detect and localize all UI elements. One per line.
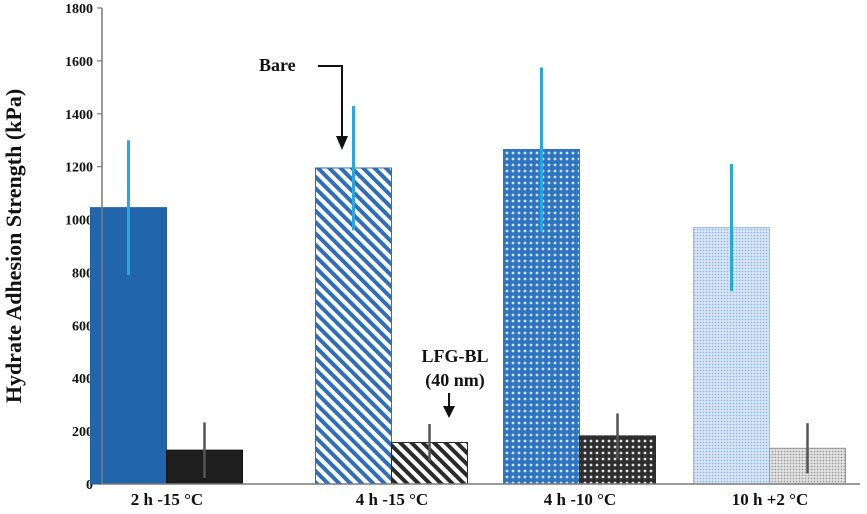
category-label: 4 h -10 °C xyxy=(544,490,616,509)
y-tick-label: 800 xyxy=(72,266,93,281)
y-tick-label: 1400 xyxy=(65,108,93,123)
category-label: 4 h -15 °C xyxy=(356,490,428,509)
annotations: Bare LFG-BL (40 nm) xyxy=(259,55,489,418)
y-tick-label: 200 xyxy=(72,425,93,440)
category-labels: 2 h -15 °C 4 h -15 °C 4 h -10 °C 10 h +2 °C xyxy=(131,490,808,509)
annotation-lfg-line2: (40 nm) xyxy=(425,370,485,391)
error-bars xyxy=(127,67,809,478)
y-tick-label: 1000 xyxy=(65,214,93,229)
annotation-bare: Bare xyxy=(259,55,296,75)
y-tick-label: 1800 xyxy=(65,2,93,17)
annotation-lfg-arrowhead xyxy=(443,406,455,418)
y-tick-label: 600 xyxy=(72,319,93,334)
annotation-lfg-line1: LFG-BL xyxy=(421,346,488,366)
y-tick-label: 0 xyxy=(86,478,93,493)
y-axis-title: Hydrate Adhesion Strength (kPa) xyxy=(1,89,26,403)
y-tick-label: 1200 xyxy=(65,161,93,176)
category-label: 10 h +2 °C xyxy=(732,490,808,509)
annotation-bare-arrow-line xyxy=(318,65,343,138)
y-tick-label: 1600 xyxy=(65,55,93,70)
y-tick-label: 400 xyxy=(72,372,93,387)
annotation-bare-arrowhead xyxy=(336,136,348,150)
category-label: 2 h -15 °C xyxy=(131,490,203,509)
